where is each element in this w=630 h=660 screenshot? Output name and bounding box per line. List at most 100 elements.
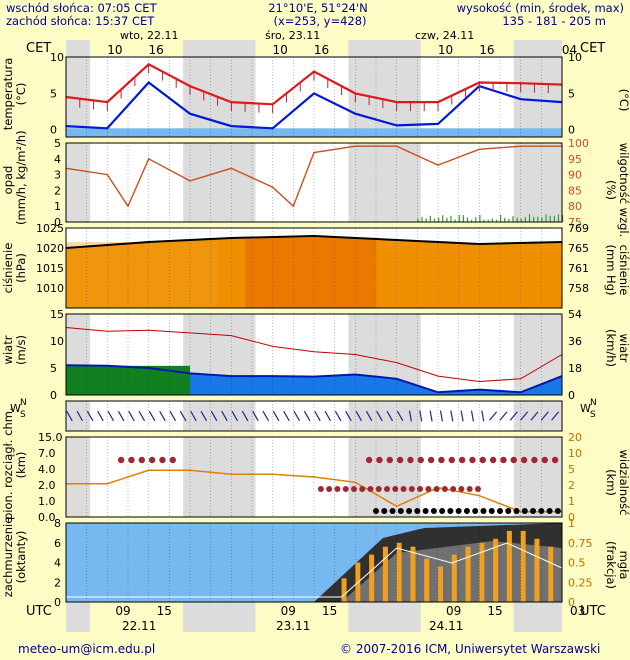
cloudbase-tick-left: 7.0 — [38, 447, 56, 460]
cloud-layer-dot — [425, 486, 431, 492]
pressure-tick-left: 1015 — [36, 262, 64, 275]
pressure-tick-left: 1025 — [36, 222, 64, 235]
visibility-tick-right: 10 — [568, 447, 582, 460]
night-shade — [514, 437, 562, 517]
cloud-layer-dot — [373, 508, 379, 514]
wind-tick-left: 15 — [50, 308, 64, 321]
footer-email[interactable]: meteo-um@icm.edu.pl — [18, 642, 155, 656]
cloud-layer-dot — [447, 508, 453, 514]
cloud-layer-dot — [397, 457, 403, 463]
precip-bar — [525, 217, 526, 222]
precip-bar — [430, 216, 431, 222]
night-shade — [183, 40, 255, 57]
night-shade — [66, 602, 90, 632]
pressure-axis-title: ciśnienie (hPa) — [2, 228, 28, 308]
clouds-tick-left: 0 — [54, 596, 61, 609]
cloud-layer-dot — [414, 508, 420, 514]
fog-tick-right: 0.75 — [568, 537, 593, 550]
cloudbase-axis-title: pion. rozciągł. chm. (km) — [2, 410, 28, 520]
cloud-layer-dot — [381, 508, 387, 514]
fog-tick-right: 1 — [568, 517, 575, 530]
cloud-layer-dot — [128, 457, 134, 463]
precip-bar — [463, 215, 464, 222]
pressure-tick-left: 1020 — [36, 242, 64, 255]
visibility-right-title: widzialność (km) — [604, 445, 630, 520]
precip-bar — [450, 216, 451, 222]
cloud-layer-dot — [530, 508, 536, 514]
temp-tick-right: 5 — [568, 87, 575, 100]
night-shade — [348, 40, 420, 57]
humidity-right-title: wilgotność wzgl. (%) — [604, 140, 630, 240]
fog-tick-right: 0.5 — [568, 557, 586, 570]
cloud-layer-dot — [390, 508, 396, 514]
fog-tick-right: 0 — [568, 596, 575, 609]
precip-bar — [537, 217, 538, 222]
cloud-layer-dot — [418, 457, 424, 463]
wind-tick-right: 18 — [568, 362, 582, 375]
temp-tick-left: 5 — [50, 87, 57, 100]
wind-tick-right: 36 — [568, 335, 582, 348]
precip-tick-left: 5 — [54, 137, 61, 150]
precip-axis-title: opad (mm/h, kg/m²/h) — [2, 135, 28, 225]
night-shade — [348, 143, 420, 222]
cloud-layer-dot — [318, 486, 324, 492]
fog-bar — [548, 547, 553, 602]
clouds-axis-title: zachmurzenie (oktanty) — [2, 512, 28, 602]
visibility-tick-right: 20 — [568, 431, 582, 444]
clouds-tick-left: 8 — [54, 517, 61, 530]
night-shade — [514, 143, 562, 222]
wind-tick-left: 10 — [50, 335, 64, 348]
cloud-layer-dot — [367, 486, 373, 492]
cloud-layer-dot — [521, 457, 527, 463]
wind-right-title: wiatr (km/h) — [604, 318, 630, 378]
precip-tick-left: 1 — [54, 200, 61, 213]
cloudbase-tick-left: 0.0 — [38, 511, 56, 524]
cloud-layer-dot — [552, 457, 558, 463]
pressure-tick-right: 761 — [568, 262, 589, 275]
cloud-layer-dot — [522, 508, 528, 514]
cloud-layer-dot — [458, 486, 464, 492]
fog-bar — [342, 578, 347, 602]
fog-bar — [438, 566, 443, 602]
fog-bar — [410, 547, 415, 602]
pressure-tick-right: 758 — [568, 282, 589, 295]
night-shade — [514, 40, 562, 57]
night-shade — [183, 437, 255, 517]
cloud-layer-dot — [511, 457, 517, 463]
cloud-layer-dot — [376, 486, 382, 492]
cloud-layer-dot — [343, 486, 349, 492]
wind-tick-left: 0 — [50, 389, 57, 402]
night-shade — [66, 40, 90, 57]
precip-tick-left: 2 — [54, 184, 61, 197]
cloud-layer-dot — [384, 486, 390, 492]
cloud-layer-dot — [464, 508, 470, 514]
cloud-layer-dot — [450, 486, 456, 492]
precip-bar — [421, 217, 422, 222]
humidity-tick-right: 80 — [568, 200, 582, 213]
wind-tick-right: 54 — [568, 308, 582, 321]
clouds-tick-left: 6 — [54, 537, 61, 550]
precip-bar — [492, 219, 493, 222]
cloudbase-tick-left: 2.0 — [38, 479, 56, 492]
clouds-tick-left: 4 — [54, 557, 61, 570]
cloud-layer-dot — [376, 457, 382, 463]
fog-bar — [534, 539, 539, 602]
fog-tick-right: 0.25 — [568, 576, 593, 589]
cloud-layer-dot — [159, 457, 165, 463]
visibility-tick-right: 2 — [568, 479, 575, 492]
precip-tick-left: 3 — [54, 169, 61, 182]
night-shade — [514, 602, 562, 632]
cloud-layer-dot — [434, 486, 440, 492]
fog-bar — [521, 531, 526, 602]
fog-bar — [397, 543, 402, 602]
cloud-layer-dot — [505, 508, 511, 514]
cloud-layer-dot — [431, 508, 437, 514]
cloud-layer-dot — [387, 457, 393, 463]
cloud-layer-dot — [472, 508, 478, 514]
humidity-tick-right: 85 — [568, 184, 582, 197]
clouds-tick-left: 2 — [54, 576, 61, 589]
cloud-layer-dot — [442, 486, 448, 492]
humidity-tick-right: 95 — [568, 153, 582, 166]
cloud-layer-dot — [170, 457, 176, 463]
cloud-layer-dot — [398, 508, 404, 514]
